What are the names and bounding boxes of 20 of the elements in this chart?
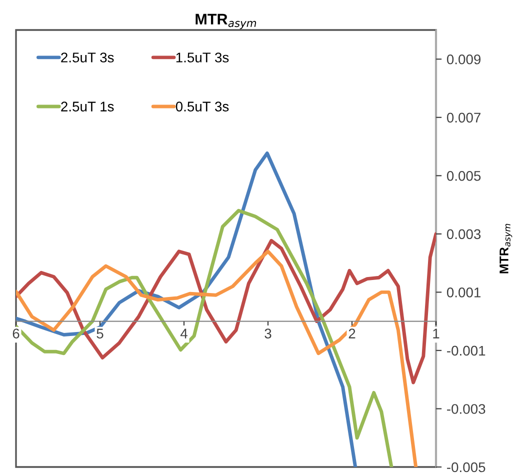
y-tick-label: 0.005 <box>446 171 481 181</box>
x-tick-label: 6 <box>12 328 20 338</box>
legend-label: 0.5uT 3s <box>176 102 229 112</box>
y-tick-label: 0.009 <box>446 54 481 64</box>
y-tick-label: -0.001 <box>447 346 486 356</box>
y-tick-label: 0.003 <box>446 229 481 240</box>
legend-label: 2.5uT 1s <box>61 102 114 112</box>
y-tick-label: 0.001 <box>446 288 480 298</box>
legend-label: 1.5uT 3s <box>176 52 229 62</box>
y-axis-title: MTR$_{asym}$ <box>500 224 512 274</box>
x-tick-label: 5 <box>96 328 104 338</box>
x-tick-label: 3 <box>264 328 272 338</box>
chart-title: MTR$_{asym}$ <box>196 14 256 30</box>
x-tick-label: 1 <box>433 328 440 338</box>
x-tick-label: 2 <box>348 328 356 338</box>
y-tick-label: -0.003 <box>447 404 486 414</box>
x-tick-label: 4 <box>180 328 188 338</box>
y-tick-label: 0.007 <box>446 112 480 123</box>
legend-label: 2.5uT 3s <box>61 52 114 62</box>
y-tick-label: -0.005 <box>447 462 486 472</box>
